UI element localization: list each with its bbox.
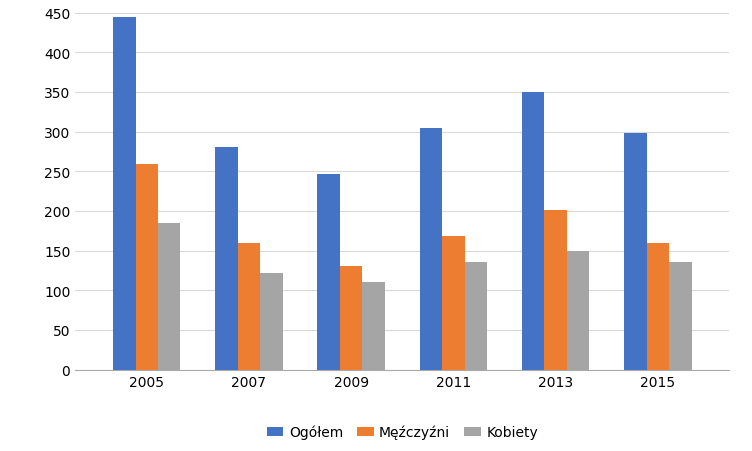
- Bar: [624, 134, 647, 370]
- Bar: [669, 262, 692, 370]
- Bar: [522, 93, 544, 370]
- Bar: [238, 244, 260, 370]
- Bar: [442, 237, 465, 370]
- Bar: [647, 243, 669, 370]
- Bar: [113, 18, 135, 370]
- Bar: [465, 262, 487, 370]
- Bar: [317, 175, 340, 370]
- Bar: [567, 252, 590, 370]
- Bar: [544, 211, 567, 370]
- Bar: [135, 165, 158, 370]
- Bar: [362, 282, 385, 370]
- Bar: [420, 129, 442, 370]
- Legend: Ogółem, Męźczyźni, Kobiety: Ogółem, Męźczyźni, Kobiety: [261, 419, 544, 445]
- Bar: [340, 266, 362, 370]
- Bar: [158, 223, 180, 370]
- Bar: [260, 273, 283, 370]
- Bar: [215, 147, 238, 370]
